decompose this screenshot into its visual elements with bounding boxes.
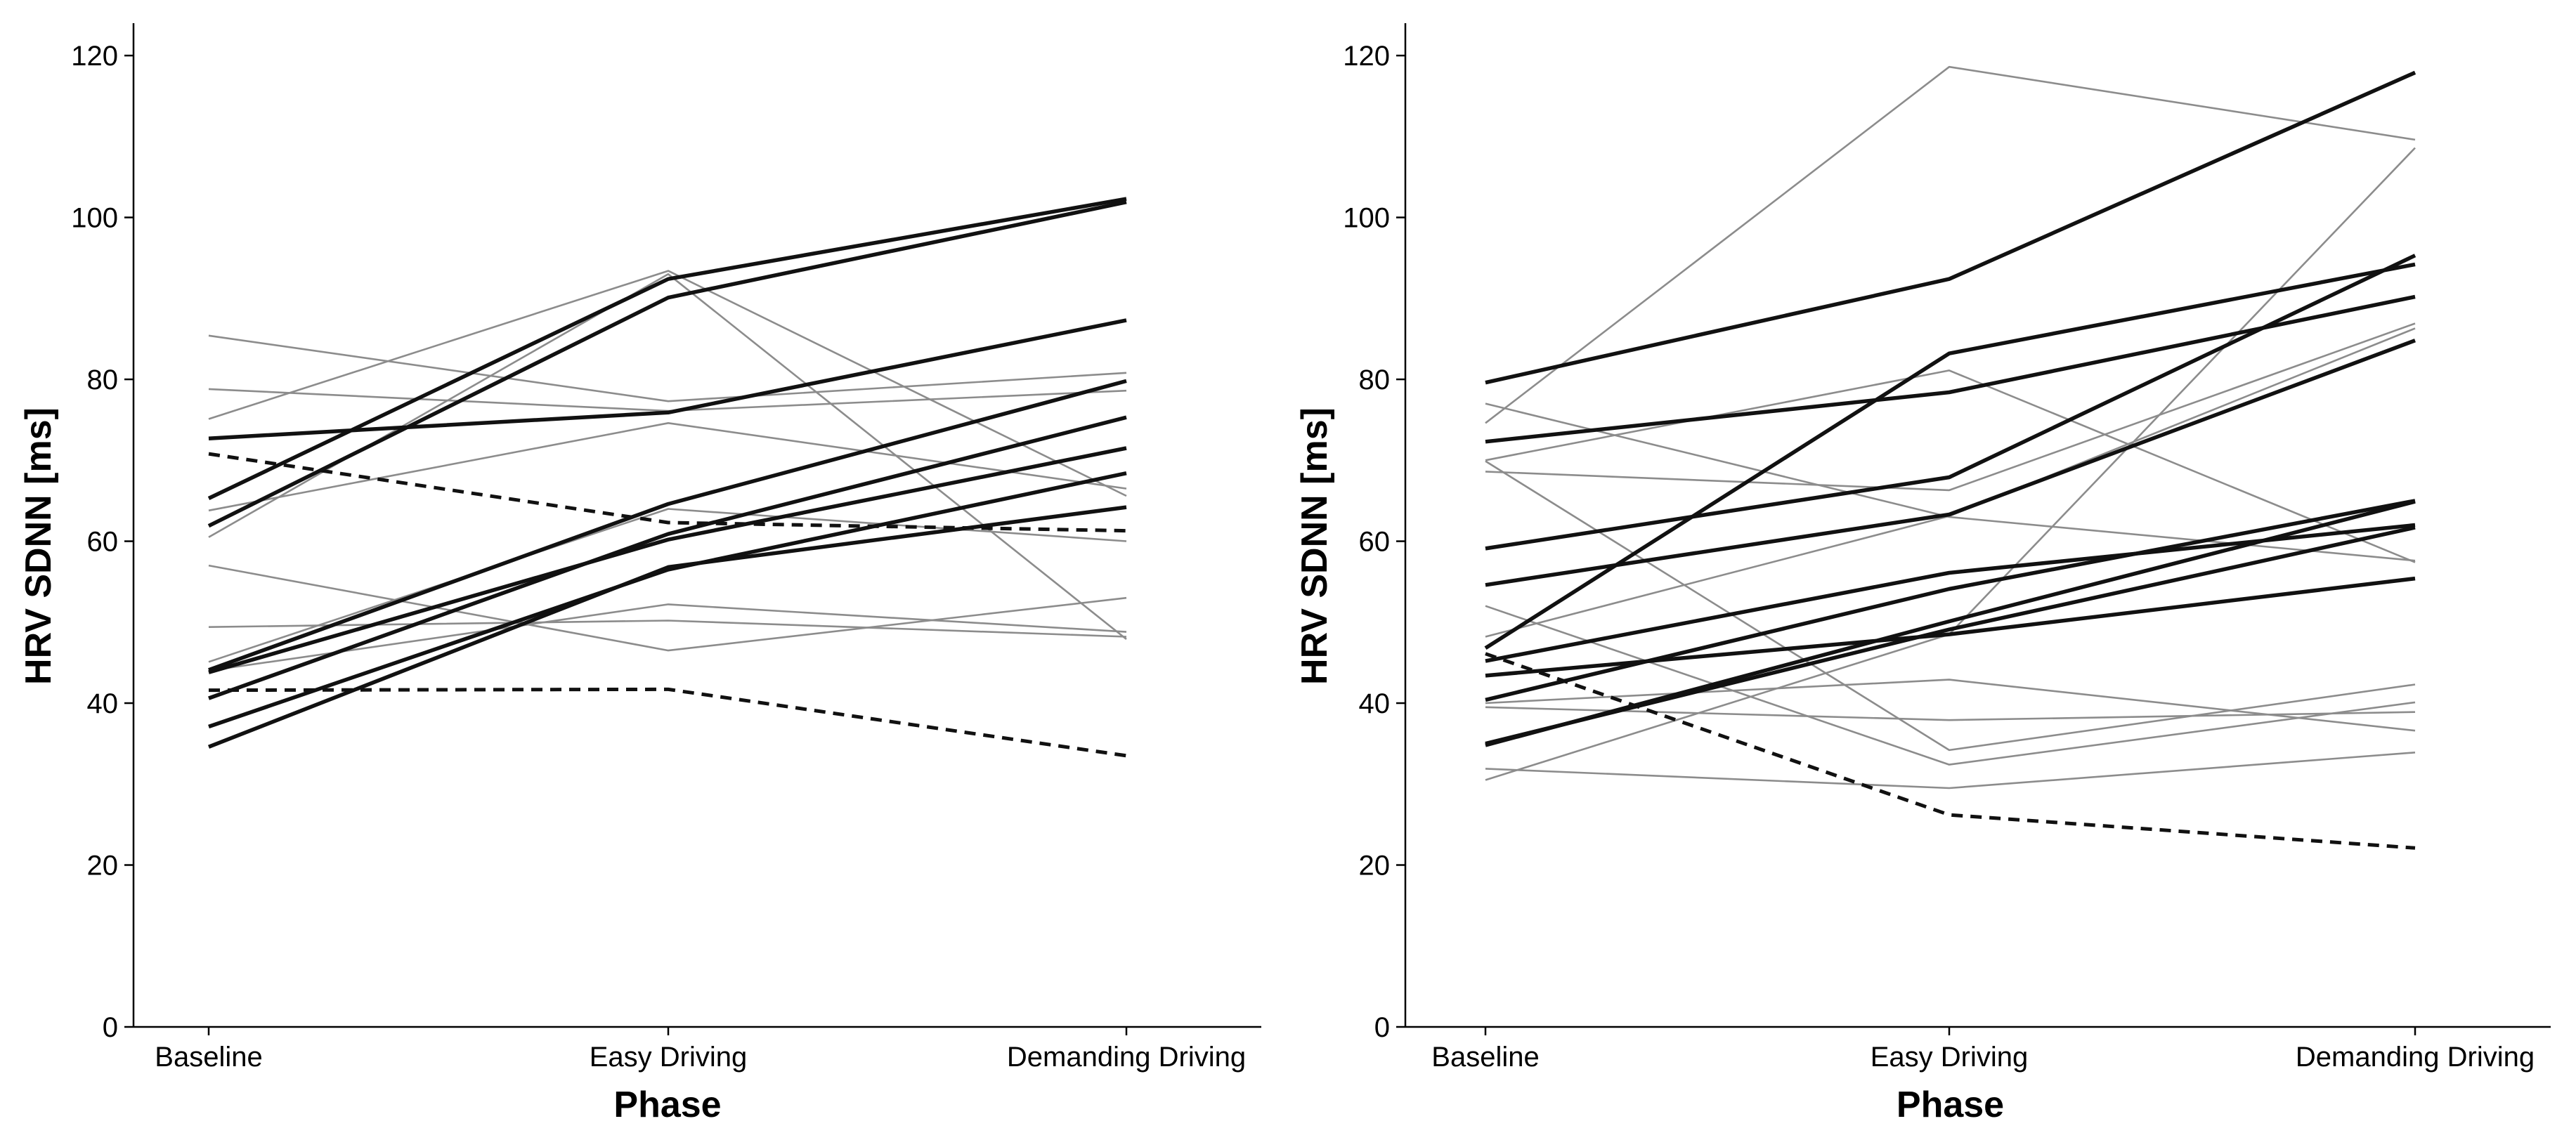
left-series-thick-1 <box>207 197 1127 500</box>
left-y-tick-label: 60 <box>87 527 119 558</box>
right-series-thick-10 <box>1485 499 2416 747</box>
right-series-thin-1 <box>1485 65 2416 424</box>
left-series-thick-7 <box>208 471 1127 729</box>
right-y-tick-label: 40 <box>1359 688 1391 719</box>
left-series-thin-7 <box>208 620 1127 638</box>
left-series-thick-4 <box>208 379 1127 672</box>
left-y-tick-label: 40 <box>87 688 119 719</box>
left-x-tick-label: Demanding Driving <box>1007 1042 1246 1073</box>
left-series-thin-6 <box>208 564 1127 652</box>
right-series-thin-3 <box>1485 369 2416 563</box>
left-x-axis-title: Phase <box>613 1085 721 1125</box>
right-chart-panel: 0 20 40 60 80 100 120 Baseline Easy Driving Deman… <box>1294 23 2551 1125</box>
left-series-thin-5 <box>208 421 1127 512</box>
right-series-thin-6 <box>1485 605 2416 766</box>
right-series-thick-5 <box>1485 339 2416 587</box>
left-y-axis-title: HRV SDNN [ms] <box>18 407 59 685</box>
right-series-dashed-1 <box>1485 652 2416 850</box>
left-axis-ticks: 0 20 40 60 80 100 120 Baseline Easy Driving Deman… <box>71 41 1246 1073</box>
right-series-thick-8 <box>1485 499 2416 702</box>
right-series-lines <box>1484 65 2416 850</box>
right-y-tick-label: 60 <box>1359 527 1391 558</box>
left-y-tick-label: 100 <box>71 203 118 234</box>
left-y-tick-label: 80 <box>87 365 119 395</box>
left-series-thick-5 <box>208 415 1127 700</box>
left-x-tick-label: Baseline <box>155 1042 262 1073</box>
left-series-dashed-2 <box>208 687 1127 758</box>
right-series-thin-7 <box>1485 706 2416 721</box>
right-series-thick-3 <box>1485 254 2416 551</box>
left-series-thin-9 <box>208 603 1127 672</box>
left-series-dashed-1 <box>208 452 1127 533</box>
left-chart-panel: 0 20 40 60 80 100 120 Baseline Easy Driving Deman… <box>18 23 1261 1125</box>
right-series-thin-9 <box>1485 752 2416 790</box>
left-series-thick-2 <box>207 200 1127 528</box>
right-series-thin-4 <box>1485 322 2416 492</box>
left-y-tick-label: 20 <box>87 851 119 882</box>
right-y-tick-label: 100 <box>1343 203 1390 234</box>
right-series-thick-1 <box>1485 70 2416 385</box>
left-series-thin-8 <box>208 508 1127 663</box>
right-x-tick-label: Demanding Driving <box>2296 1042 2535 1073</box>
right-y-axis-title: HRV SDNN [ms] <box>1294 407 1335 685</box>
left-y-tick-label: 120 <box>71 41 118 72</box>
right-series-thin-5 <box>1485 460 2416 752</box>
right-y-tick-label: 120 <box>1343 41 1390 72</box>
right-x-axis-title: Phase <box>1897 1085 2004 1125</box>
right-series-thick-4 <box>1484 262 2416 650</box>
right-y-tick-label: 20 <box>1359 851 1391 882</box>
left-series-thick-8 <box>207 505 1127 749</box>
right-x-tick-label: Easy Driving <box>1871 1042 2029 1073</box>
left-series-thick-6 <box>208 446 1127 674</box>
left-series-thin-1 <box>208 334 1127 402</box>
left-x-tick-label: Easy Driving <box>590 1042 748 1073</box>
right-series-thin-8 <box>1485 679 2416 732</box>
left-y-tick-label: 0 <box>103 1012 118 1043</box>
left-series-thick-3 <box>208 318 1127 440</box>
right-x-tick-label: Baseline <box>1431 1042 1539 1073</box>
right-y-tick-label: 80 <box>1359 365 1391 395</box>
left-series-lines <box>207 197 1127 758</box>
right-axis-ticks: 0 20 40 60 80 100 120 Baseline Easy Driving Deman… <box>1343 41 2535 1073</box>
right-y-tick-label: 0 <box>1374 1012 1390 1043</box>
